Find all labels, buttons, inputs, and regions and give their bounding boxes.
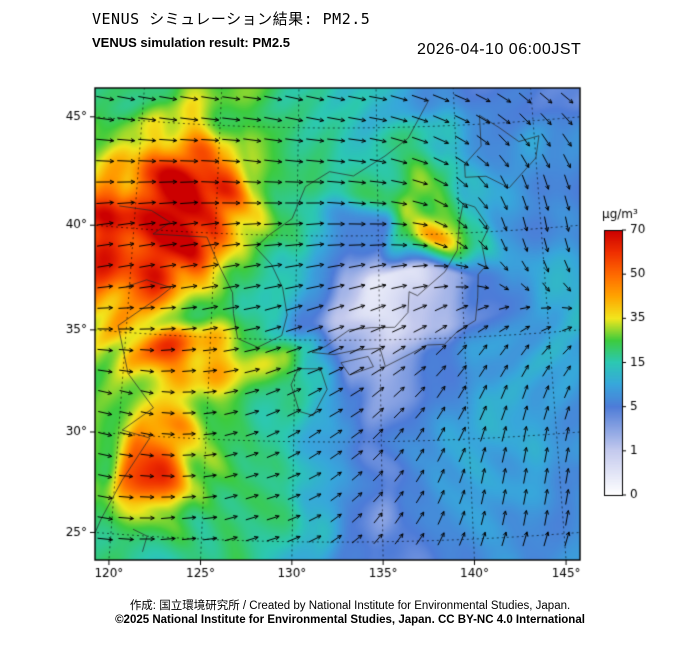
page-title-japanese: VENUS シミュレーション結果: PM2.5 <box>92 10 371 28</box>
page-title-english: VENUS simulation result: PM2.5 <box>92 35 290 50</box>
simulation-timestamp: 2026-04-10 06:00JST <box>417 41 582 58</box>
license-line: ©2025 National Institute for Environment… <box>115 614 585 626</box>
credit-line: 作成: 国立環境研究所 / Created by National Instit… <box>129 600 571 612</box>
